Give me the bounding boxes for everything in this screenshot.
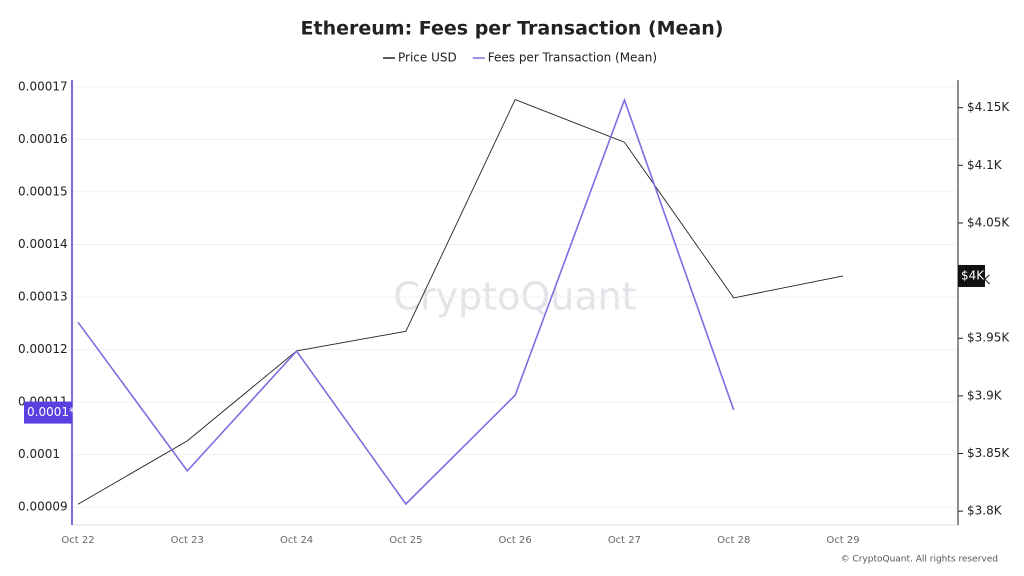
y2-tick-label: $4.1K (967, 158, 1003, 172)
y2-tick-label: $3.85K (967, 446, 1010, 460)
y2-tick-label: $3.95K (967, 331, 1010, 345)
x-tick-label: Oct 26 (499, 535, 532, 546)
x-tick-label: Oct 27 (608, 535, 641, 546)
y-tick-label: 0.00009 (18, 500, 68, 514)
value-badge (24, 401, 72, 424)
x-tick-label: Oct 25 (389, 535, 422, 546)
series-line (77, 97, 735, 506)
y-tick-label: 0.00012 (18, 342, 68, 356)
x-tick-label: Oct 23 (171, 535, 204, 546)
y2-tick-label: $4.15K (967, 100, 1010, 114)
value-badge-label: 0.0001* (27, 405, 75, 419)
x-tick-label: Oct 24 (280, 535, 313, 546)
value-badge (958, 264, 985, 287)
y-tick-label: 0.00017 (18, 79, 68, 93)
x-tick-label: Oct 29 (826, 535, 859, 546)
x-tick-label: Oct 28 (717, 535, 750, 546)
y-tick-label: 0.00013 (18, 289, 68, 303)
y-tick-label: 0.00015 (18, 184, 68, 198)
footer: © CryptoQuant. All rights reserved (841, 555, 998, 565)
value-badge-label: $4K (961, 268, 985, 282)
series-line (77, 99, 844, 505)
chart-title: Ethereum: Fees per Transaction (Mean) (301, 18, 724, 40)
y2-tick-label: $4.05K (967, 215, 1010, 229)
legend-label: Fees per Transaction (Mean) (488, 51, 657, 65)
y2-tick-label: $3.8K (967, 504, 1003, 518)
y-tick-label: 0.00016 (18, 132, 68, 146)
legend-label: Price USD (398, 51, 457, 65)
y2-tick-label: $3.9K (967, 388, 1003, 402)
y-tick-label: 0.0001 (18, 447, 60, 461)
y-tick-label: 0.00014 (18, 237, 68, 251)
x-tick-label: Oct 22 (61, 535, 94, 546)
